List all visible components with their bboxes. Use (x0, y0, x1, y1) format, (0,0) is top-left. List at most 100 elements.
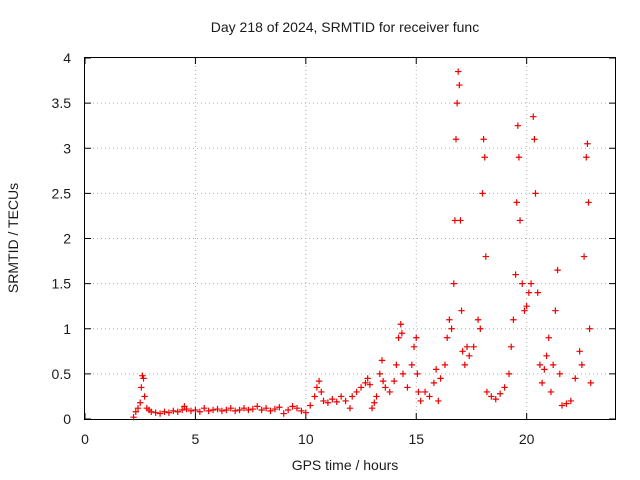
data-point (174, 408, 181, 415)
data-point (214, 405, 221, 413)
data-point (165, 409, 173, 416)
data-point (324, 399, 332, 406)
data-point (466, 352, 473, 360)
data-point (231, 407, 239, 415)
data-point (390, 377, 398, 385)
data-point (583, 154, 590, 161)
data-point (479, 190, 486, 197)
data-point (399, 370, 407, 378)
data-point (209, 406, 217, 414)
y-tick-label: 2.5 (52, 185, 72, 201)
data-point (437, 375, 444, 382)
data-point (315, 377, 323, 385)
data-point (376, 370, 384, 378)
x-tick-label: 15 (408, 431, 424, 447)
data-point (470, 343, 477, 350)
data-point (508, 343, 515, 350)
data-point (519, 280, 526, 287)
data-point (137, 399, 144, 406)
data-point (132, 408, 139, 415)
data-point (373, 393, 380, 400)
data-point (531, 136, 538, 143)
data-point (421, 388, 429, 396)
data-point (366, 381, 374, 388)
data-point (567, 397, 575, 405)
data-point (141, 393, 148, 400)
data-point (408, 361, 416, 369)
data-point (572, 375, 579, 382)
data-point (138, 384, 145, 391)
x-tick-label: 5 (192, 431, 200, 447)
data-point (446, 316, 453, 323)
data-point (443, 334, 451, 341)
y-tick-label: 3.5 (52, 95, 72, 111)
data-point (578, 361, 586, 369)
data-point (538, 379, 546, 387)
data-point (458, 307, 465, 314)
data-point (254, 403, 261, 410)
data-point (576, 348, 583, 355)
data-point (382, 384, 389, 391)
data-point (395, 334, 402, 341)
data-point (205, 407, 212, 415)
data-point (236, 406, 243, 414)
data-point (152, 409, 159, 416)
data-point (496, 390, 504, 397)
data-point (134, 404, 142, 412)
data-point (505, 370, 513, 378)
data-point (404, 384, 411, 391)
data-point (463, 343, 471, 350)
data-point (525, 289, 533, 296)
data-point (140, 375, 147, 382)
data-point (258, 406, 265, 414)
data-point (547, 388, 555, 396)
data-point (201, 404, 208, 412)
data-point (501, 384, 508, 391)
data-point (156, 410, 164, 417)
data-point (586, 325, 593, 332)
data-point (481, 154, 488, 161)
data-point (513, 199, 520, 206)
data-point (515, 154, 523, 161)
x-axis-label: GPS time / hours (292, 457, 399, 473)
data-point (298, 407, 305, 415)
data-point (289, 403, 296, 410)
data-point (249, 405, 257, 413)
data-point (302, 409, 310, 416)
data-point (459, 348, 466, 355)
data-point (417, 397, 424, 405)
data-point (170, 407, 177, 415)
data-point (196, 408, 204, 415)
x-tick-label: 10 (298, 431, 314, 447)
data-point (280, 410, 287, 417)
data-point (398, 330, 406, 337)
data-point (432, 366, 440, 373)
data-point (342, 397, 349, 405)
y-tick-label: 0 (63, 411, 71, 427)
data-point (276, 404, 283, 411)
data-point (534, 289, 541, 296)
data-point (227, 404, 234, 412)
data-point (430, 379, 438, 387)
data-point (267, 407, 274, 415)
data-point (346, 404, 354, 412)
data-point (148, 408, 155, 415)
data-point (386, 388, 393, 396)
data-point (532, 190, 539, 197)
data-point (450, 280, 457, 287)
data-point (488, 393, 495, 400)
data-point (477, 325, 484, 332)
data-point (329, 395, 336, 403)
y-tick-label: 3 (63, 140, 71, 156)
data-point (307, 402, 314, 409)
data-point (245, 406, 252, 414)
data-point (320, 397, 327, 405)
data-point (415, 388, 422, 396)
data-point (554, 266, 561, 274)
data-point (541, 366, 548, 373)
data-points (130, 68, 594, 421)
x-tick-label: 0 (81, 431, 89, 447)
data-point (482, 253, 490, 260)
y-tick-label: 4 (63, 50, 71, 66)
